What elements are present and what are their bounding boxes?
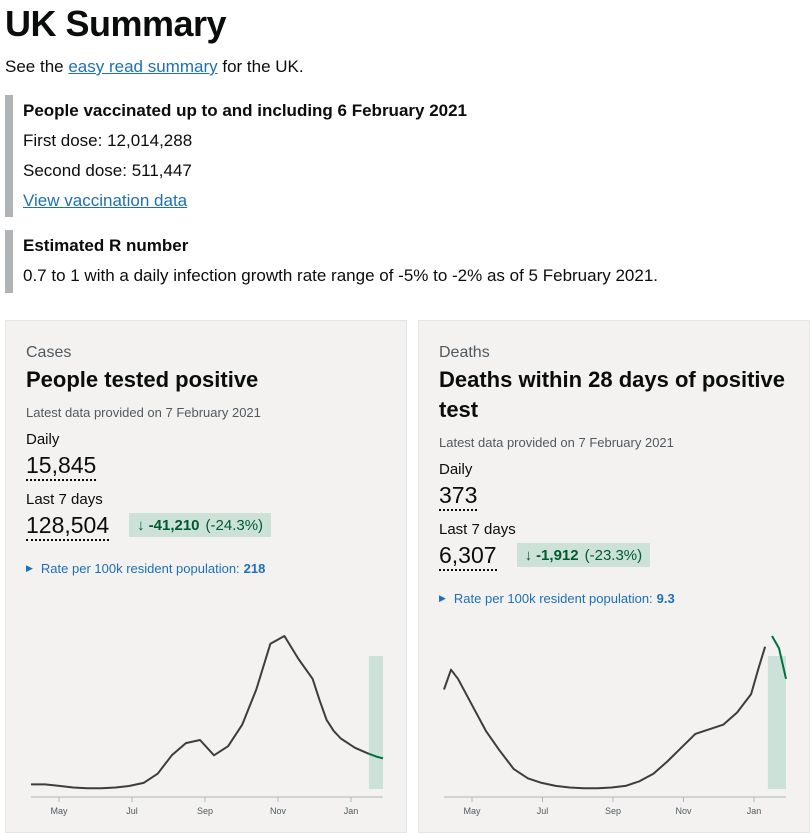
cases-chart: May Jul Sep Nov Jan [31,635,384,816]
series-line-recent [368,752,384,760]
card-caption: Cases [26,344,72,361]
daily-value[interactable]: 373 [439,481,478,511]
rate-toggle[interactable]: ▶ Rate per 100k resident population: 9.3 [439,591,797,606]
rate-label: Rate per 100k resident population: [40,561,240,576]
intro-prefix: See the [5,57,64,76]
r-number-panel: Estimated R number 0.7 to 1 with a daily… [5,230,658,293]
vaccination-panel: People vaccinated up to and including 6 … [5,95,467,217]
last-7-days-value[interactable]: 128,504 [26,511,110,541]
change-value: -41,210 [148,516,200,534]
change-value: -1,912 [536,546,579,564]
series-line [443,646,767,790]
view-vaccination-data-link[interactable]: View vaccination data [23,191,188,210]
easy-read-summary-link[interactable]: easy read summary [68,57,218,76]
x-tick-label: Jan [747,806,762,816]
x-tick-label: Sep [197,806,213,816]
second-dose-text: Second dose: 511,447 [23,161,192,180]
latest-data-date: Latest data provided on 7 February 2021 [439,435,674,450]
deaths-card: Deaths Deaths within 28 days of positive… [418,320,810,833]
latest-data-date: Latest data provided on 7 February 2021 [26,405,261,420]
daily-value[interactable]: 15,845 [26,451,97,481]
x-tick-label: May [50,806,68,816]
change-percent: (-23.3%) [584,546,643,564]
triangle-right-icon: ▶ [439,593,446,603]
deaths-chart: May Jul Sep Nov Jan [443,635,787,816]
arrow-down-icon: ↓ [524,546,533,564]
x-tick-label: Jul [126,806,138,816]
rate-label: Rate per 100k resident population: [453,591,653,606]
x-tick-label: Jan [344,806,359,816]
change-badge: ↓ -1,912 (-23.3%) [516,543,651,567]
card-heading[interactable]: People tested positive [26,367,259,392]
rate-toggle[interactable]: ▶ Rate per 100k resident population: 218 [26,561,394,576]
daily-label: Daily [26,431,60,448]
x-tick-label: Sep [605,806,621,816]
first-dose-text: First dose: 12,014,288 [23,131,193,150]
highlight-band [368,656,383,789]
x-tick-label: Nov [675,806,692,816]
arrow-down-icon: ↓ [137,516,145,534]
last-7-days-label: Last 7 days [439,521,516,538]
cases-card: Cases People tested positive Latest data… [5,320,407,833]
series-line-recent [771,635,787,680]
intro-suffix: for the UK. [222,57,304,76]
page-title: UK Summary [5,3,227,44]
series-line [31,635,370,790]
intro-text: See the easy read summary for the UK. [5,56,304,78]
last-7-days-value[interactable]: 6,307 [439,541,497,571]
rate-value: 9.3 [656,591,675,606]
change-percent: (-24.3%) [205,516,264,534]
x-tick-label: Nov [270,806,287,816]
card-heading[interactable]: Deaths within 28 days of positive test [439,367,785,422]
change-badge: ↓ -41,210 (-24.3%) [129,513,272,537]
vaccination-title: People vaccinated up to and including 6 … [23,101,468,120]
highlight-band [767,656,786,789]
daily-label: Daily [439,461,473,478]
last-7-days-label: Last 7 days [26,491,103,508]
card-caption: Deaths [439,344,490,361]
r-number-title: Estimated R number [23,236,189,255]
rate-value: 218 [243,561,266,576]
x-tick-label: May [463,806,481,816]
r-number-text: 0.7 to 1 with a daily infection growth r… [23,266,659,285]
x-tick-label: Jul [537,806,549,816]
triangle-right-icon: ▶ [26,563,33,573]
